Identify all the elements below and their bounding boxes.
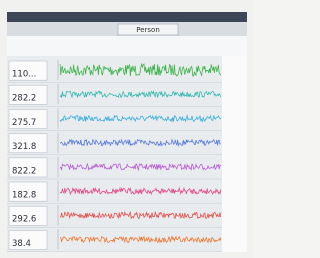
title-bar <box>7 12 247 22</box>
right-margin <box>222 56 247 252</box>
monitor-photo: Person 110... 282.2 275.7 321.8 822.2 182.8 29… <box>0 0 254 258</box>
header-strip <box>7 36 247 56</box>
value-label: 822.2 <box>12 166 36 176</box>
value-label: 182.8 <box>12 191 36 201</box>
value-label: 110... <box>12 70 36 80</box>
value-label: 282.2 <box>12 94 36 104</box>
value-label: 38.4 <box>12 239 31 249</box>
value-label: 321.8 <box>12 142 36 152</box>
page: Person 110... 282.2 275.7 321.8 822.2 182.8 29… <box>0 0 254 258</box>
value-label: 292.6 <box>12 215 36 225</box>
tab-label: Person <box>136 26 160 34</box>
value-label: 275.7 <box>12 118 36 128</box>
